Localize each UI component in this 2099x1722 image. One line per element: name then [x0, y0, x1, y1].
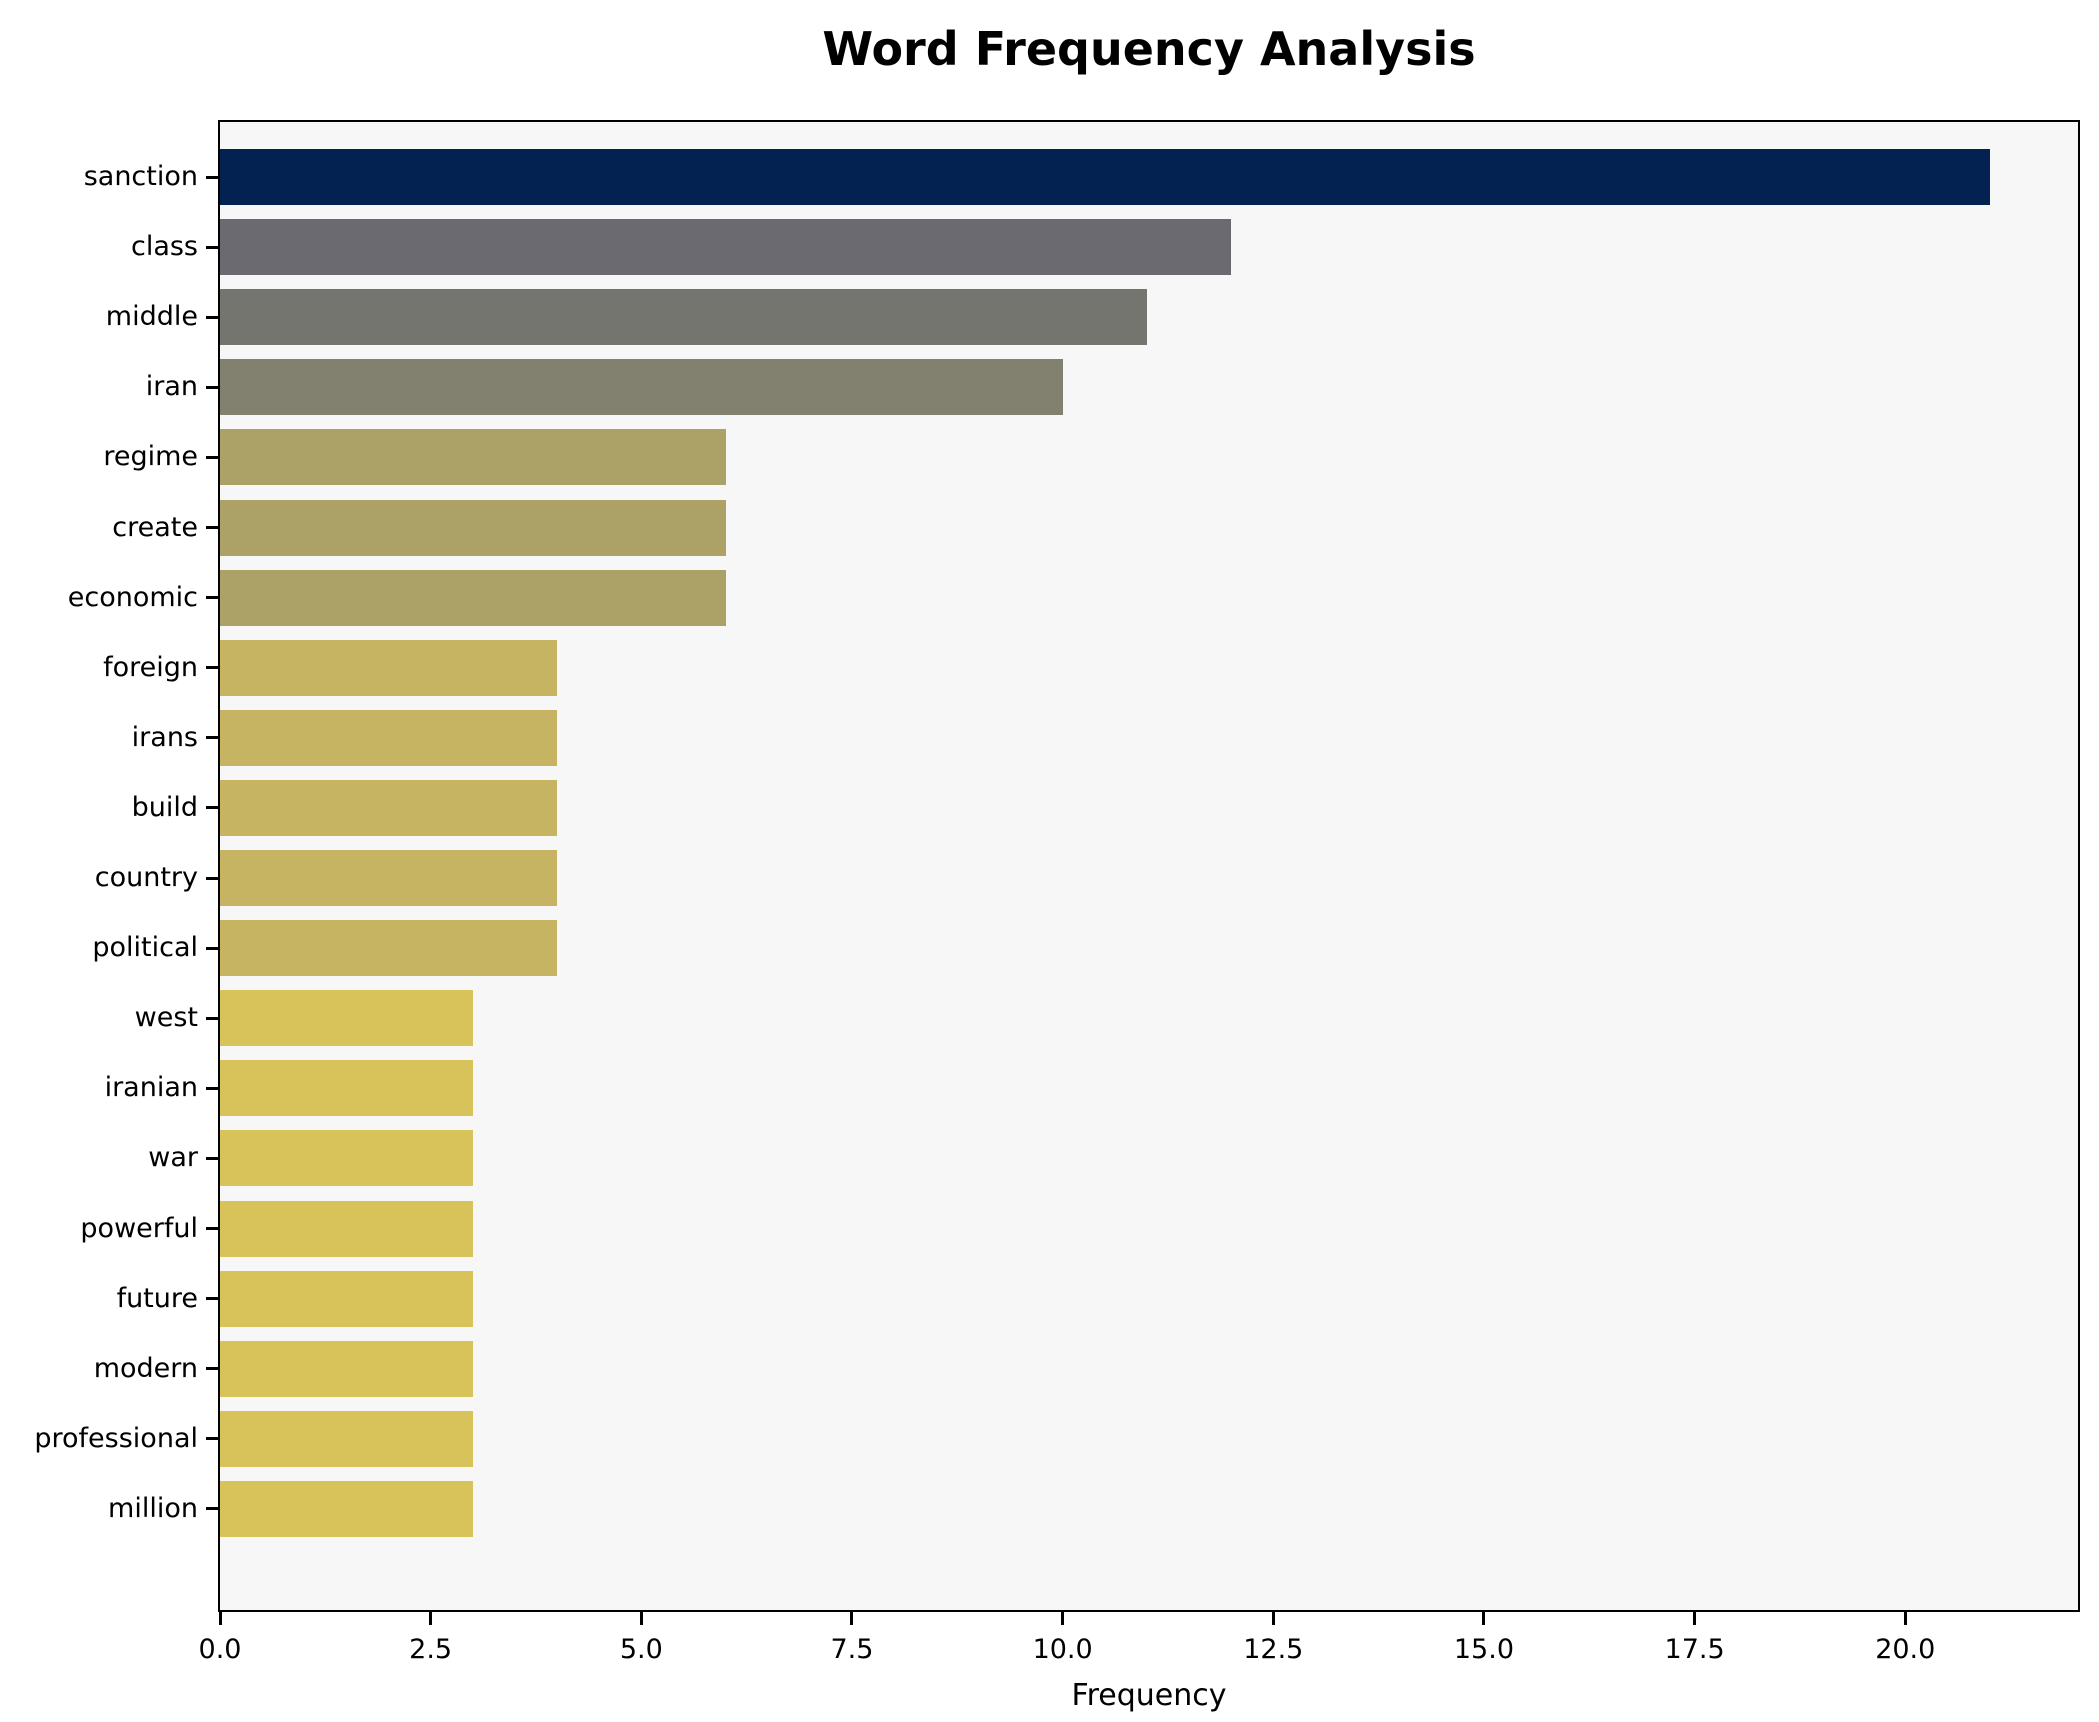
y-tick-mark: [206, 245, 218, 249]
x-tick-mark: [1271, 1612, 1275, 1625]
y-tick-label-professional: professional: [34, 1422, 198, 1454]
y-tick-label-regime: regime: [103, 441, 198, 473]
y-tick-mark: [206, 526, 218, 530]
y-tick-mark: [206, 1086, 218, 1090]
chart-title: Word Frequency Analysis: [822, 22, 1476, 76]
y-tick-label-war: war: [148, 1142, 198, 1174]
y-tick-mark: [206, 455, 218, 459]
bar-class: [220, 219, 1232, 276]
y-tick-label-economic: economic: [67, 581, 198, 613]
bar-iran: [220, 359, 1063, 416]
x-tick-mark: [429, 1612, 433, 1625]
y-tick-mark: [206, 666, 218, 670]
bar-create: [220, 499, 726, 556]
x-tick-label-7.5: 7.5: [830, 1634, 874, 1665]
y-tick-label-sanction: sanction: [83, 161, 198, 193]
y-tick-label-modern: modern: [93, 1352, 198, 1384]
plot-area: [218, 120, 2080, 1612]
bar-regime: [220, 429, 726, 486]
y-tick-mark: [206, 1507, 218, 1511]
y-tick-mark: [206, 1227, 218, 1231]
x-tick-mark: [218, 1612, 222, 1625]
bar-professional: [220, 1410, 473, 1467]
y-tick-mark: [206, 736, 218, 740]
y-tick-label-iran: iran: [145, 371, 198, 403]
x-tick-mark: [1693, 1612, 1697, 1625]
x-tick-label-5.0: 5.0: [619, 1634, 663, 1665]
y-tick-mark: [206, 1156, 218, 1160]
y-tick-label-create: create: [112, 511, 198, 543]
y-tick-label-country: country: [94, 862, 198, 894]
y-tick-mark: [206, 806, 218, 810]
x-tick-mark: [1903, 1612, 1907, 1625]
bar-iranian: [220, 1060, 473, 1117]
y-tick-mark: [206, 876, 218, 880]
bar-middle: [220, 289, 1147, 346]
x-tick-mark: [639, 1612, 643, 1625]
y-tick-label-build: build: [131, 791, 198, 823]
bar-foreign: [220, 639, 558, 696]
bar-powerful: [220, 1200, 473, 1257]
y-tick-mark: [206, 1016, 218, 1020]
y-tick-label-iranian: iranian: [104, 1072, 198, 1104]
x-tick-mark: [850, 1612, 854, 1625]
y-tick-mark: [206, 946, 218, 950]
y-tick-label-west: west: [134, 1002, 198, 1034]
x-tick-label-15.0: 15.0: [1453, 1634, 1514, 1665]
bar-million: [220, 1480, 473, 1537]
x-tick-label-17.5: 17.5: [1664, 1634, 1725, 1665]
bar-country: [220, 850, 558, 907]
bar-future: [220, 1270, 473, 1327]
y-tick-label-class: class: [130, 231, 198, 263]
x-tick-label-20.0: 20.0: [1875, 1634, 1936, 1665]
y-tick-label-future: future: [116, 1282, 198, 1314]
y-tick-label-middle: middle: [105, 301, 198, 333]
x-axis-label: Frequency: [1071, 1678, 1227, 1713]
x-tick-mark: [1061, 1612, 1065, 1625]
y-tick-label-irans: irans: [131, 721, 198, 753]
y-tick-mark: [206, 1297, 218, 1301]
x-tick-label-2.5: 2.5: [409, 1634, 453, 1665]
bar-irans: [220, 709, 558, 766]
bar-modern: [220, 1340, 473, 1397]
y-tick-mark: [206, 315, 218, 319]
x-tick-label-0.0: 0.0: [198, 1634, 242, 1665]
bar-political: [220, 920, 558, 977]
bar-build: [220, 779, 558, 836]
y-tick-mark: [206, 1367, 218, 1371]
y-tick-label-political: political: [92, 932, 198, 964]
bar-economic: [220, 569, 726, 626]
x-tick-label-10.0: 10.0: [1032, 1634, 1093, 1665]
y-tick-label-million: million: [108, 1492, 198, 1524]
y-tick-mark: [206, 1437, 218, 1441]
y-tick-label-foreign: foreign: [103, 651, 198, 683]
bar-sanction: [220, 149, 1990, 206]
y-tick-mark: [206, 175, 218, 179]
y-tick-mark: [206, 385, 218, 389]
y-tick-label-powerful: powerful: [80, 1212, 198, 1244]
bar-west: [220, 990, 473, 1047]
x-tick-label-12.5: 12.5: [1243, 1634, 1304, 1665]
x-tick-mark: [1482, 1612, 1486, 1625]
bar-war: [220, 1130, 473, 1187]
y-tick-mark: [206, 596, 218, 600]
